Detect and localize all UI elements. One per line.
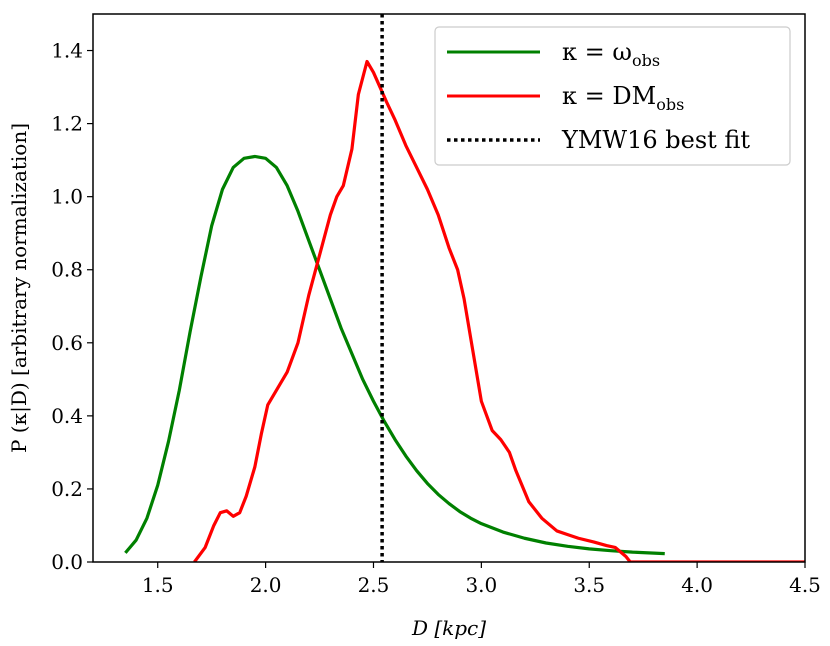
y-tick-label: 1.0 [51, 185, 83, 209]
legend-label-omega: κ = ωobs [562, 38, 660, 70]
y-tick-label: 0.2 [51, 477, 83, 501]
x-tick-label: 4.5 [789, 573, 821, 597]
y-tick-label: 0.6 [51, 331, 83, 355]
x-tick-label: 3.0 [465, 573, 497, 597]
y-tick-label: 1.2 [51, 112, 83, 136]
x-tick-label: 4.0 [681, 573, 713, 597]
legend-label-ymw16: YMW16 best fit [561, 126, 750, 154]
series-layer [124, 14, 805, 562]
y-axis: 0.0 0.2 0.4 0.6 0.8 1.0 1.2 1.4 [51, 39, 93, 574]
y-axis-label: P (κ|D) [arbitrary normalization] [7, 123, 32, 453]
x-axis-label: D [kpc] [411, 616, 486, 640]
series-dm-obs-line [193, 59, 805, 562]
y-tick-label: 1.4 [51, 39, 83, 63]
x-axis: 1.5 2.0 2.5 3.0 3.5 4.0 4.5 [142, 562, 821, 597]
legend-frame [434, 26, 791, 166]
y-tick-label: 0.0 [51, 550, 83, 574]
x-tick-label: 3.5 [573, 573, 605, 597]
y-tick-label: 0.8 [51, 258, 83, 282]
legend: κ = ωobs κ = DMobs YMW16 best fit [434, 26, 791, 166]
x-tick-label: 2.5 [358, 573, 390, 597]
x-tick-label: 1.5 [142, 573, 174, 597]
plot-frame [92, 13, 806, 563]
x-tick-label: 2.0 [250, 573, 282, 597]
y-tick-label: 0.4 [51, 404, 83, 428]
series-omega-obs-line [124, 154, 665, 556]
legend-label-dm: κ = DMobs [562, 82, 684, 114]
